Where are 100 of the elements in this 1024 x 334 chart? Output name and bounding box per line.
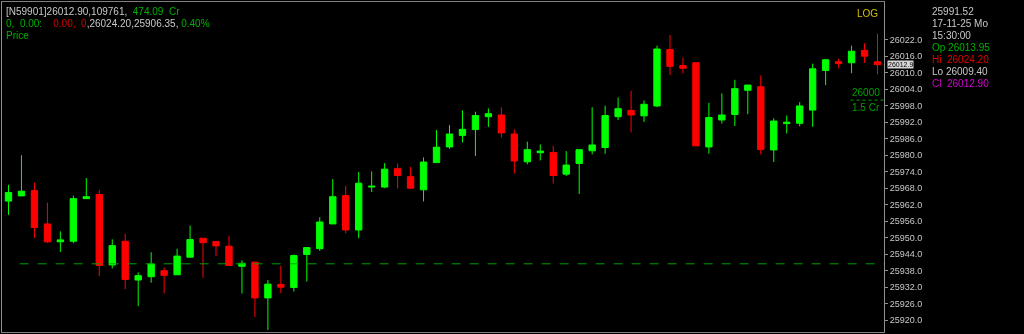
candlestick: [406, 166, 415, 189]
y-tick-label: 25998.0: [889, 100, 923, 111]
candlestick: [329, 178, 337, 225]
candlestick: [4, 184, 13, 216]
candlestick: [731, 79, 739, 127]
candlestick: [121, 233, 129, 290]
text: 25991.52: [932, 6, 975, 17]
annotation: 0.00:: [19, 18, 43, 29]
candlestick: [718, 92, 726, 125]
y-tick-label: 25932.0: [889, 282, 923, 293]
y-tick-label: 25926.0: [889, 298, 923, 309]
annotation: 0.00,: [53, 18, 76, 29]
candlestick: [69, 195, 78, 244]
annotation: 0,: [6, 18, 15, 29]
candlestick: [355, 171, 363, 239]
candlestick: [627, 90, 635, 133]
y-tick-label: 26004.0: [889, 84, 923, 95]
candlestick: [342, 185, 350, 234]
candlestick: [458, 109, 467, 144]
candlestick: [744, 84, 752, 115]
candlestick: [173, 248, 181, 276]
y-tick-label: 25950.0: [889, 232, 923, 243]
y-tick-label: 25962.0: [889, 199, 923, 210]
annotation: LOG: [857, 8, 879, 19]
candlestick: [562, 150, 570, 177]
text: 17-11-25 Mo: [932, 18, 989, 29]
candlestick: [82, 177, 90, 200]
candlestick: [497, 106, 506, 139]
candlestick: [186, 225, 194, 258]
candlestick: [419, 156, 428, 202]
annotation: 474.09 Cr: [132, 6, 181, 17]
candlestick: [160, 266, 168, 294]
candlestick: [445, 124, 454, 150]
candlestick: [56, 230, 65, 253]
candlestick: [393, 162, 402, 189]
annotation: Price: [6, 30, 30, 41]
candlestick: [549, 145, 557, 184]
y-tick-label: 25956.0: [889, 216, 923, 227]
text: Lo 26009.40: [932, 66, 989, 77]
y-tick-label: 25968.0: [889, 183, 923, 194]
candlestick: [666, 34, 674, 76]
annotation: [N59901]26012.90,109761,: [6, 6, 128, 17]
candlestick: [757, 74, 765, 155]
candlestick: [108, 238, 116, 269]
candlestick: [783, 115, 791, 134]
candlestick: [290, 253, 298, 293]
candlestick: [147, 251, 155, 284]
text: Hi 26024.20: [932, 54, 990, 65]
candlestick: [367, 170, 376, 193]
candlestick: [30, 182, 39, 239]
y-tick-label: 25920.0: [889, 315, 923, 326]
candlestick: [238, 259, 246, 294]
candlestick: [264, 279, 272, 331]
candlestick: [821, 59, 830, 86]
y-tick-label: 25944.0: [889, 249, 923, 260]
annotation: 0: [81, 18, 88, 29]
candlestick: [588, 106, 596, 155]
ref-line-label: 26000 1.5 Cr: [852, 87, 881, 113]
candlestick: [873, 33, 882, 75]
candlestick: [847, 45, 856, 74]
candlestick: [212, 241, 220, 257]
candlestick: [432, 129, 441, 164]
y-tick-label: 26010.0: [889, 67, 923, 78]
y-tick-label: 25974.0: [889, 166, 923, 177]
annotation: ,26024.20,25906.35,: [86, 18, 179, 29]
candlestick: [523, 141, 531, 165]
candlestick: [251, 261, 259, 318]
y-tick-label: 25986.0: [889, 133, 923, 144]
candlestick: [653, 45, 661, 108]
candlestick: [860, 42, 869, 64]
candlestick: [692, 62, 700, 147]
candlestick: [808, 63, 817, 128]
y-tick-label: 26016.0: [889, 51, 923, 62]
candlestick: [679, 57, 687, 74]
y-tick-label: 25938.0: [889, 265, 923, 276]
candlestick: [17, 154, 26, 197]
candlestick: [575, 149, 583, 195]
y-tick-label: 26022.0: [889, 34, 923, 45]
candlestick: [484, 107, 493, 128]
text: Op 26013.95: [932, 42, 991, 53]
annotation: 0.40%: [181, 18, 210, 29]
candlestick: [199, 237, 207, 279]
candlestick: [471, 111, 480, 157]
candlestick: [510, 129, 519, 175]
candlestick: [770, 117, 778, 163]
candlestick: [834, 58, 843, 69]
candlestick: [640, 99, 648, 123]
candlestick: [705, 102, 713, 155]
candlestick: [134, 271, 142, 307]
candlestick: [614, 96, 622, 121]
candlestick: [316, 216, 324, 252]
candlestick: [303, 247, 311, 282]
candlestick: [225, 235, 233, 266]
candlestick: [277, 265, 285, 294]
text: Cl 26012.90: [932, 78, 990, 89]
candlestick: [43, 201, 52, 244]
y-tick-label: 25992.0: [889, 117, 923, 128]
candlestick: [380, 162, 389, 189]
y-tick-label: 25980.0: [889, 150, 923, 161]
candlestick: [95, 189, 103, 277]
